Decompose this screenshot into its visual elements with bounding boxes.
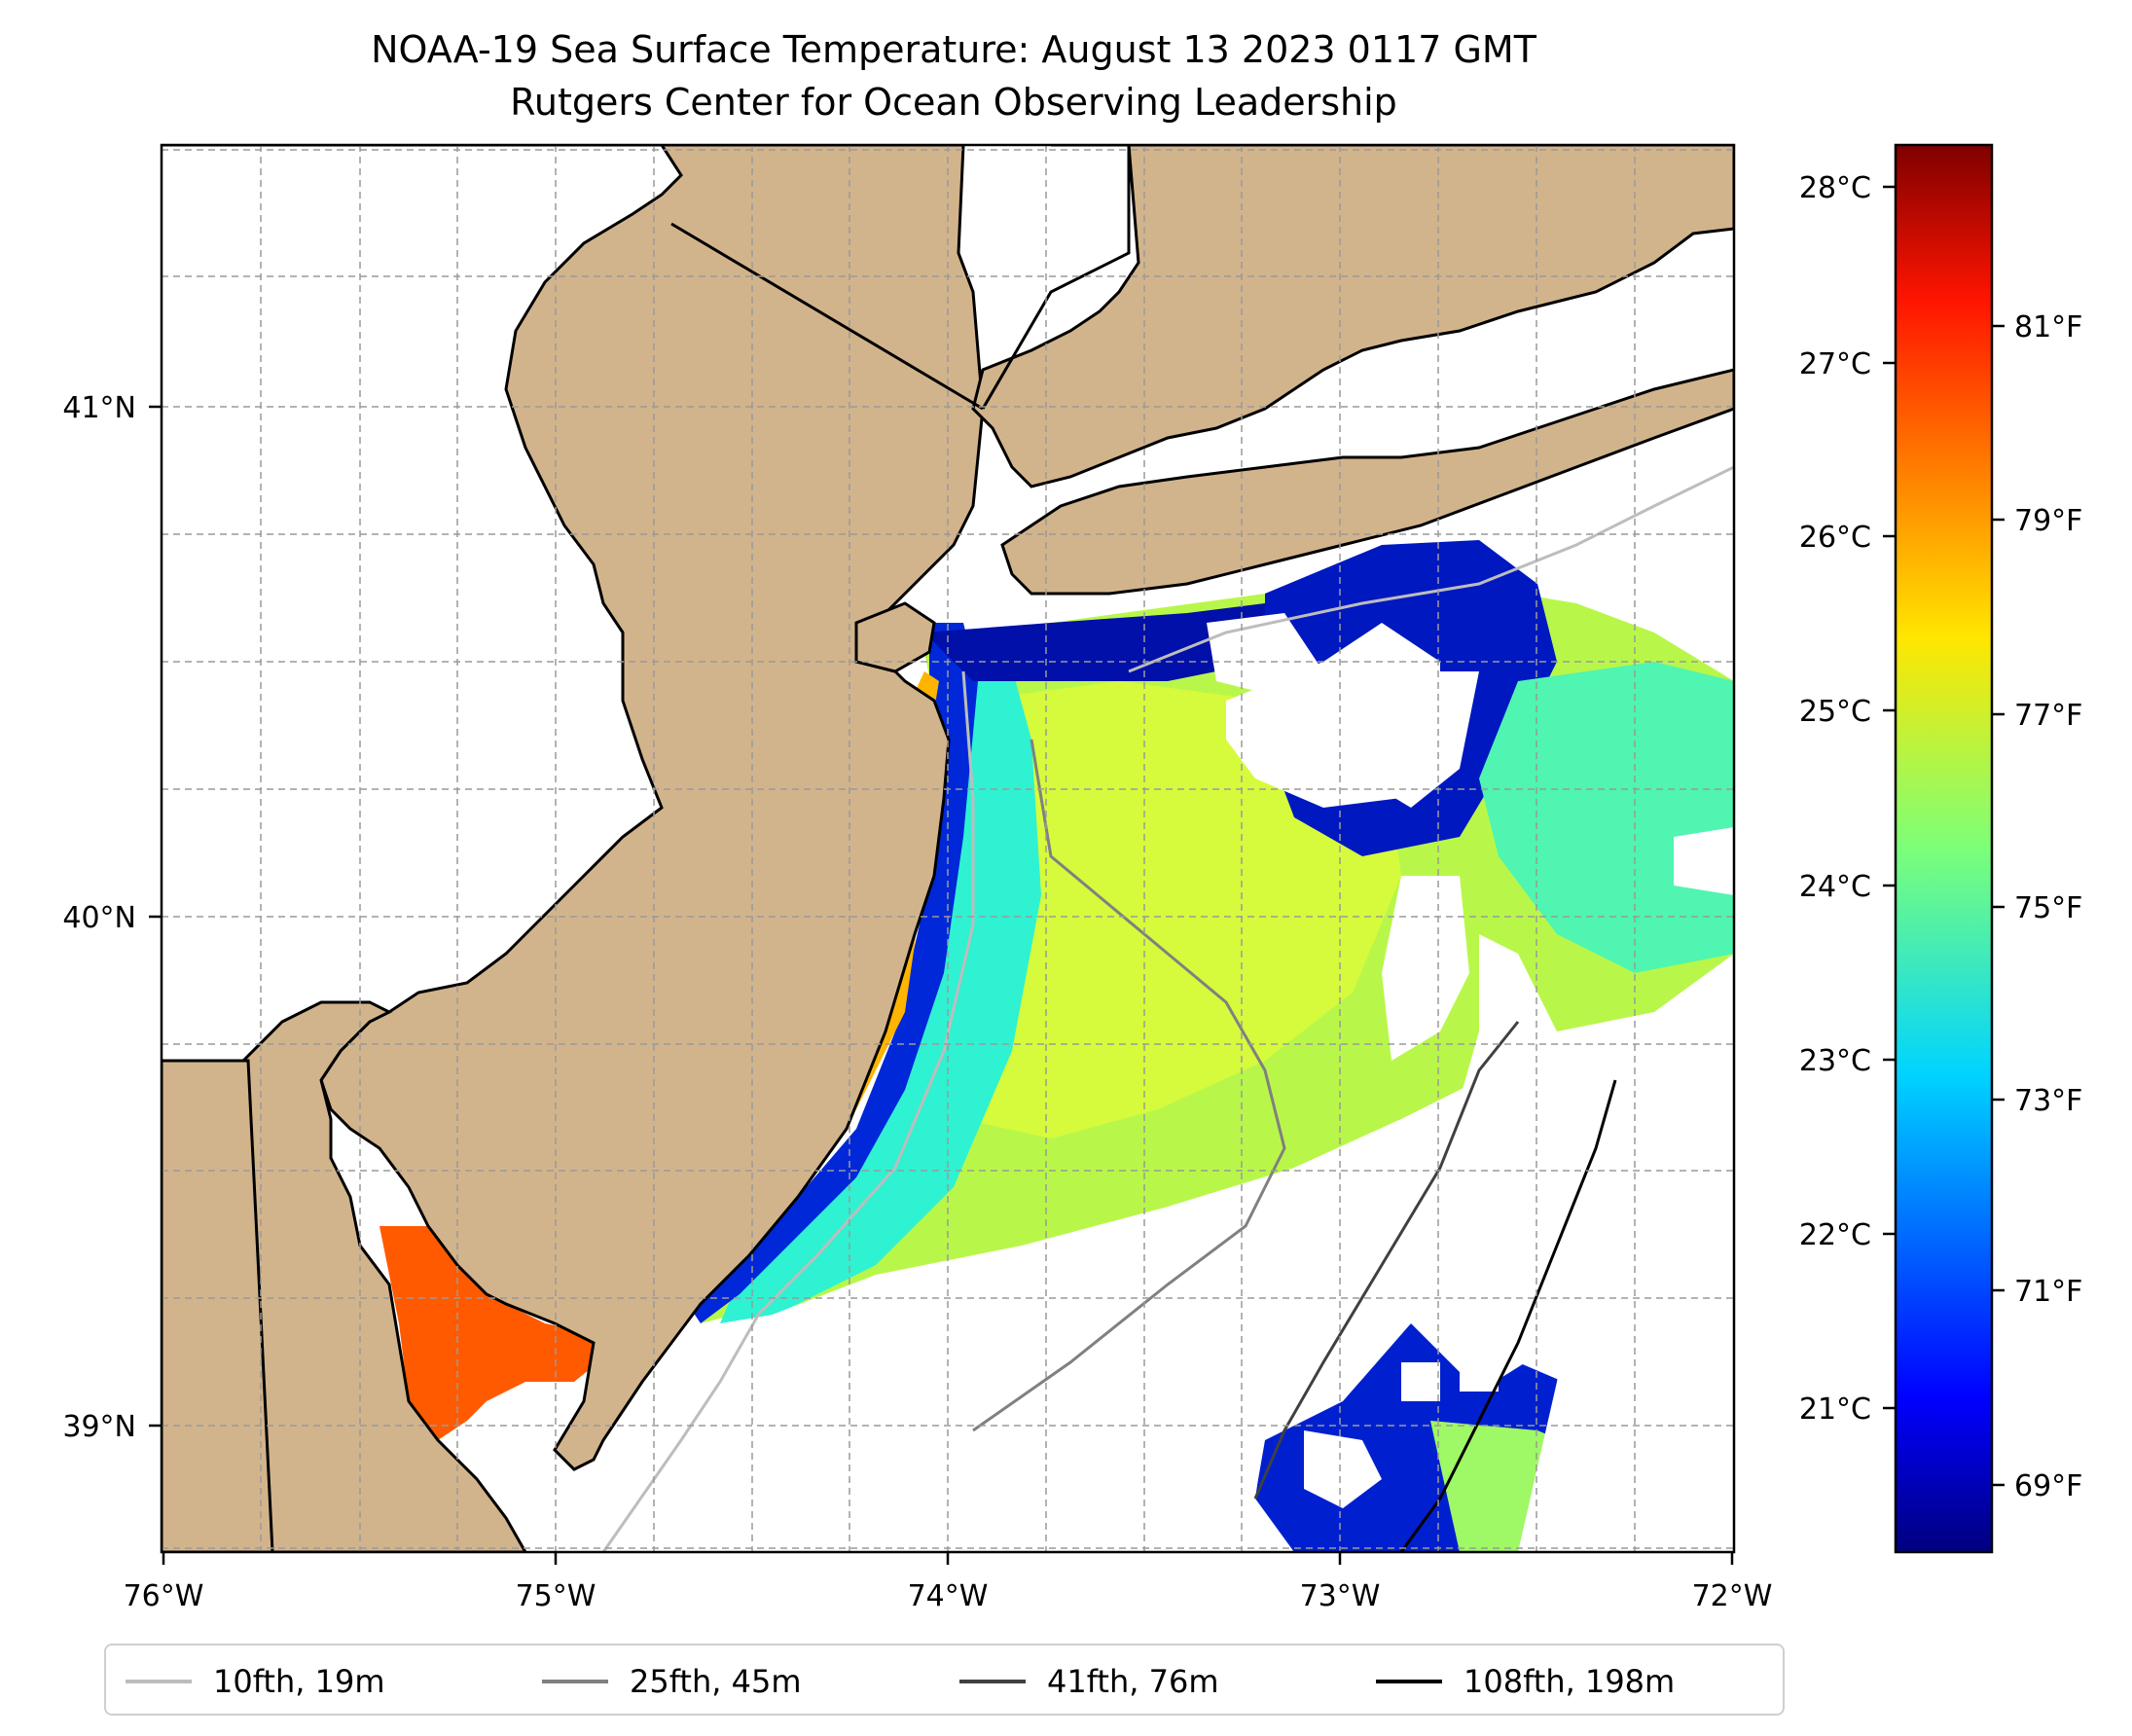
colorbar-label-75f: 75°F — [2014, 891, 2082, 925]
isobaths — [601, 465, 1734, 1552]
isobath-198m — [1399, 1079, 1617, 1552]
colorbar-label-21c: 21°C — [1799, 1392, 1871, 1427]
colorbar-label-26c: 26°C — [1799, 521, 1871, 555]
colorbar-label-77f: 77°F — [2014, 699, 2082, 733]
legend-item-198m: 108fth, 198m — [1376, 1646, 1675, 1718]
lon-label-76w: 76°W — [124, 1579, 204, 1613]
map-subtitle: Rutgers Center for Ocean Observing Leade… — [510, 81, 1397, 124]
colorbar-label-27c: 27°C — [1799, 347, 1871, 381]
legend-line-19m — [126, 1680, 192, 1683]
colorbar-label-22c: 22°C — [1799, 1218, 1871, 1252]
isobath-45m — [972, 739, 1286, 1432]
lat-label-41n: 41°N — [62, 391, 136, 425]
legend-label-45m: 25fth, 45m — [630, 1663, 802, 1700]
colorbar-label-24c: 24°C — [1799, 870, 1871, 904]
colorbar — [1894, 143, 1994, 1554]
land-layer — [162, 145, 1734, 1552]
state-borders — [162, 145, 1131, 1552]
legend-item-76m: 41fth, 76m — [959, 1646, 1218, 1718]
legend-item-45m: 25fth, 45m — [542, 1646, 801, 1718]
sst-mid-green — [934, 681, 1401, 1139]
legend-line-198m — [1376, 1680, 1442, 1683]
colorbar-ticks — [1883, 185, 2005, 1487]
land-long-island — [1000, 368, 1734, 596]
legend-label-76m: 41fth, 76m — [1047, 1663, 1219, 1700]
sst-nearshore-cold — [681, 623, 978, 1323]
lon-label-74w: 74°W — [908, 1579, 989, 1613]
sst-layer — [379, 540, 1734, 1552]
colorbar-label-25c: 25°C — [1799, 695, 1871, 729]
colorbar-label-69f: 69°F — [2014, 1469, 2082, 1503]
lat-label-40n: 40°N — [62, 901, 136, 935]
axis-ticks — [149, 405, 1734, 1565]
map-title: NOAA-19 Sea Surface Temperature: August … — [371, 28, 1536, 71]
legend-label-19m: 10fth, 19m — [213, 1663, 385, 1700]
colorbar-label-73f: 73°F — [2014, 1084, 2082, 1118]
colorbar-label-81f: 81°F — [2014, 310, 2082, 344]
lon-label-73w: 73°W — [1300, 1579, 1381, 1613]
colorbar-label-23c: 23°C — [1799, 1044, 1871, 1078]
isobath-76m — [1253, 1021, 1520, 1500]
isobath-legend: 10fth, 19m 25fth, 45m 41fth, 76m 108fth,… — [104, 1644, 1785, 1716]
lat-label-39n: 39°N — [62, 1410, 136, 1444]
isobath-19m — [601, 670, 975, 1552]
map-grid — [162, 145, 1734, 1552]
colorbar-label-28c: 28°C — [1799, 171, 1871, 205]
legend-item-19m: 10fth, 19m — [126, 1646, 384, 1718]
legend-label-198m: 108fth, 198m — [1463, 1663, 1676, 1700]
lon-label-75w: 75°W — [516, 1579, 596, 1613]
colorbar-label-71f: 71°F — [2014, 1275, 2082, 1309]
legend-line-76m — [959, 1680, 1026, 1683]
land-new-jersey-pennsylvania — [162, 145, 985, 1471]
lon-label-72w: 72°W — [1692, 1579, 1773, 1613]
legend-line-45m — [542, 1680, 608, 1683]
sst-delaware-bay-warm — [379, 1226, 598, 1440]
cloud-mask — [681, 613, 1734, 1552]
sst-east-cyan — [1479, 662, 1734, 973]
colorbar-label-79f: 79°F — [2014, 504, 2082, 538]
land-new-york-connecticut — [971, 145, 1734, 488]
